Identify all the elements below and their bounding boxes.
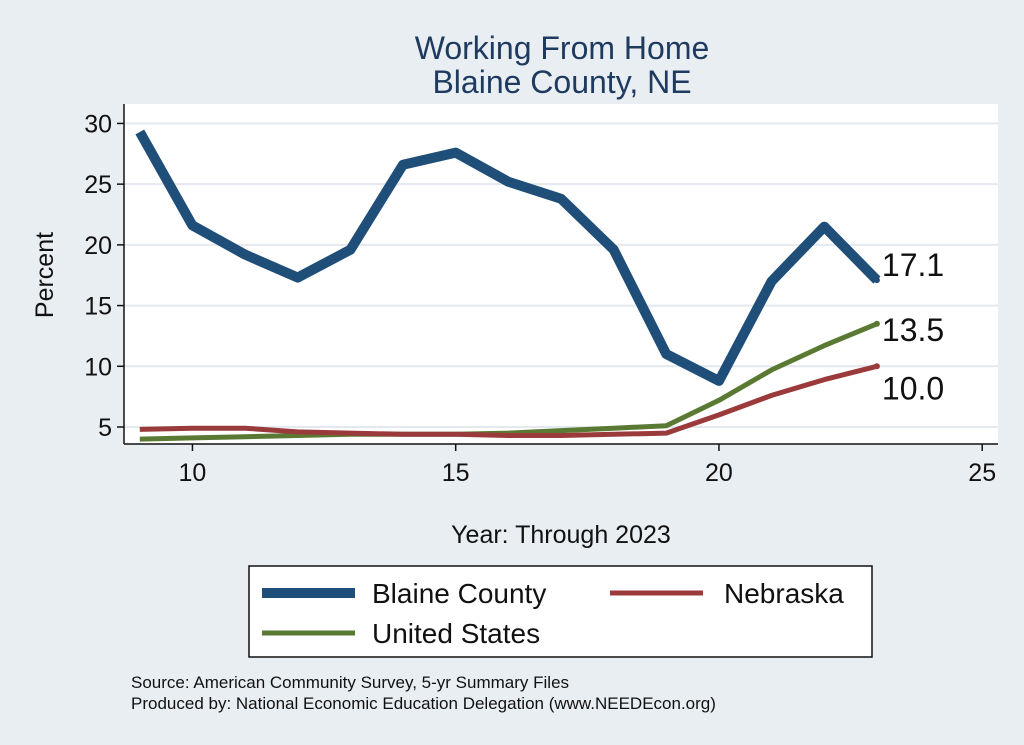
series-line-nebraska <box>139 363 878 438</box>
x-tick-label: 25 <box>968 459 996 487</box>
gridlines <box>124 122 998 428</box>
producer-note: Produced by: National Economic Education… <box>131 694 716 713</box>
series-end-point-blaine-county <box>873 277 880 284</box>
series-end-point-nebraska <box>873 363 880 370</box>
y-tick-label: 15 <box>84 293 112 321</box>
y-tick-label: 25 <box>84 171 112 199</box>
x-tick-label: 10 <box>179 459 207 487</box>
x-tick-label: 15 <box>442 459 470 487</box>
end-label-nebraska: 10.0 <box>882 370 944 406</box>
series-lines <box>135 129 881 442</box>
chart-title-line-2: Blaine County, NE <box>432 64 691 100</box>
series-end-point-united-states <box>873 320 880 327</box>
legend-label-united-states: United States <box>372 618 540 649</box>
axis-ticks: 5 10 15 20 25 30 10 15 20 25 <box>84 110 996 487</box>
x-axis-title: Year: Through 2023 <box>451 521 671 549</box>
x-tick-label: 20 <box>705 459 733 487</box>
series-line-blaine-county <box>135 129 881 386</box>
end-labels: 17.1 10.0 13.5 <box>882 247 944 406</box>
end-label-united-states: 13.5 <box>882 312 944 348</box>
end-label-blaine-county: 17.1 <box>882 247 944 283</box>
y-tick-label: 30 <box>84 110 112 138</box>
chart-title-line-1: Working From Home <box>415 30 710 66</box>
legend-label-nebraska: Nebraska <box>724 578 844 609</box>
legend-label-blaine-county: Blaine County <box>372 578 546 609</box>
source-note: Source: American Community Survey, 5-yr … <box>131 673 569 692</box>
y-tick-label: 20 <box>84 232 112 260</box>
legend-box <box>248 565 873 658</box>
plot-area <box>124 104 998 444</box>
y-tick-label: 5 <box>98 414 112 442</box>
y-axis-title: Percent <box>31 232 59 318</box>
y-tick-label: 10 <box>84 353 112 381</box>
